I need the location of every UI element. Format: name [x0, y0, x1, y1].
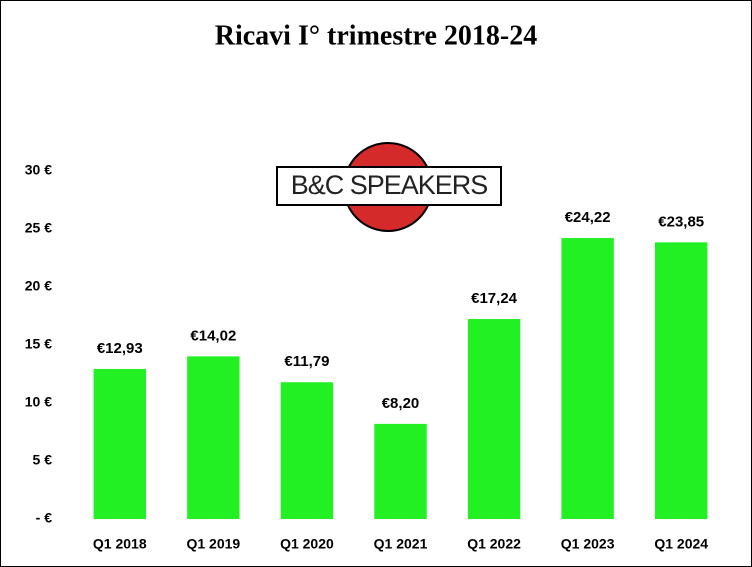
y-tick-label: 5 €: [33, 452, 53, 468]
data-label: €17,24: [471, 290, 518, 307]
bar: [561, 238, 614, 519]
x-tick-label: Q1 2022: [467, 536, 521, 552]
data-label: €14,02: [190, 327, 236, 344]
x-tick-label: Q1 2021: [374, 536, 428, 552]
x-tick-label: Q1 2024: [654, 536, 708, 552]
chart-title: Ricavi I° trimestre 2018-24: [215, 20, 537, 51]
logo-box: [276, 166, 502, 206]
y-tick-label: 25 €: [25, 220, 52, 236]
data-label: €8,20: [382, 395, 420, 412]
data-label: €23,85: [658, 213, 704, 230]
y-tick-label: 30 €: [25, 162, 52, 178]
bar: [374, 423, 427, 519]
y-tick-label: 15 €: [25, 336, 52, 352]
bar: [467, 319, 521, 519]
data-label: €12,93: [97, 340, 143, 357]
y-tick-label: - €: [36, 510, 53, 526]
x-tick-label: Q1 2019: [186, 536, 240, 552]
bar: [280, 382, 334, 519]
y-tick-label: 10 €: [25, 394, 52, 410]
bar: [93, 369, 146, 519]
x-tick-label: Q1 2018: [93, 536, 147, 552]
data-label: €24,22: [565, 209, 611, 226]
data-label: €11,79: [284, 353, 329, 370]
x-tick-label: Q1 2023: [561, 536, 615, 552]
logo-text: B&C SPEAKERS: [291, 170, 488, 200]
logo: B&C SPEAKERS: [276, 142, 502, 232]
bar: [187, 356, 240, 519]
y-tick-label: 20 €: [25, 278, 52, 294]
bar: [655, 242, 708, 519]
x-tick-label: Q1 2020: [280, 536, 334, 552]
